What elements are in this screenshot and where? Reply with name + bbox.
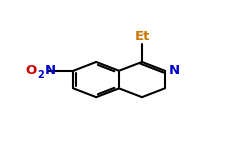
Text: 2: 2 (38, 70, 44, 80)
Text: N: N (45, 64, 56, 77)
Text: N: N (169, 64, 180, 77)
Text: O: O (26, 64, 37, 77)
Text: Et: Et (134, 30, 150, 43)
